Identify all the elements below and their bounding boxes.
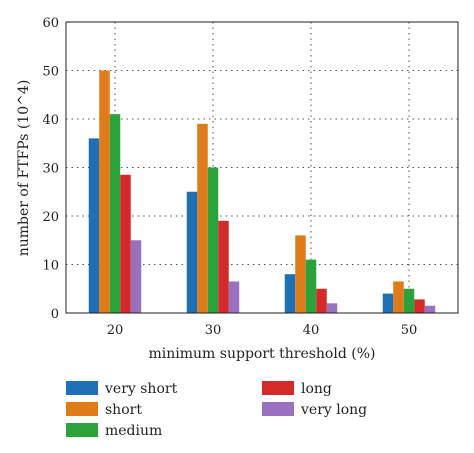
x-tick-label: 20: [107, 323, 124, 338]
plot-frame: [65, 21, 459, 314]
bar-group: [88, 70, 436, 314]
bar-long-20: [120, 174, 131, 313]
bar-long-50: [414, 299, 425, 313]
legend-swatch-very-long: [262, 402, 294, 416]
y-tick-label: 40: [42, 113, 59, 128]
bar-short-20: [99, 70, 110, 313]
bar-very-long-20: [130, 240, 142, 313]
y-tick-label: 30: [42, 162, 59, 177]
bar-medium-30: [207, 167, 219, 313]
y-axis-label: number of FTFPs (10^4): [16, 80, 32, 257]
legend-label-short: short: [105, 402, 142, 418]
bar-short-50: [393, 281, 404, 313]
bar-very-long-30: [228, 281, 240, 313]
bar-medium-20: [109, 114, 121, 314]
bar-long-40: [316, 288, 327, 313]
bar-short-40: [295, 235, 306, 313]
bar-medium-40: [305, 259, 317, 313]
x-tick-label: 50: [401, 323, 418, 338]
bar-medium-50: [403, 288, 415, 313]
legend-label-medium: medium: [105, 423, 162, 439]
legend-swatch-long: [262, 381, 294, 395]
bar-very-long-40: [326, 303, 338, 313]
y-tick-label: 50: [42, 65, 59, 80]
x-tick-label: 30: [205, 323, 222, 338]
y-tick-label: 20: [42, 210, 59, 225]
bar-very-short-50: [382, 293, 394, 313]
y-tick-label: 60: [42, 16, 59, 31]
legend-label-very-long: very long: [300, 402, 367, 418]
x-tick-label: 40: [303, 323, 320, 338]
bar-very-short-40: [284, 274, 296, 313]
legend-swatch-medium: [66, 423, 98, 437]
bar-very-long-50: [424, 305, 436, 313]
y-tick-label: 10: [42, 259, 59, 274]
y-axis-ticks: 0 10 20 30 40 50 60: [42, 16, 59, 322]
y-tick-label: 0: [51, 307, 59, 322]
bar-short-30: [197, 123, 208, 313]
legend-label-very-short: very short: [104, 381, 178, 397]
x-axis-label: minimum support threshold (%): [149, 346, 376, 362]
legend: very short short medium long very long: [66, 381, 367, 439]
legend-swatch-very-short: [66, 381, 98, 395]
legend-label-long: long: [301, 381, 332, 397]
bar-long-30: [218, 220, 229, 313]
bar-very-short-30: [186, 191, 198, 313]
legend-swatch-short: [66, 402, 98, 416]
bar-very-short-20: [88, 138, 100, 313]
x-axis-ticks: 20 30 40 50: [107, 323, 418, 338]
